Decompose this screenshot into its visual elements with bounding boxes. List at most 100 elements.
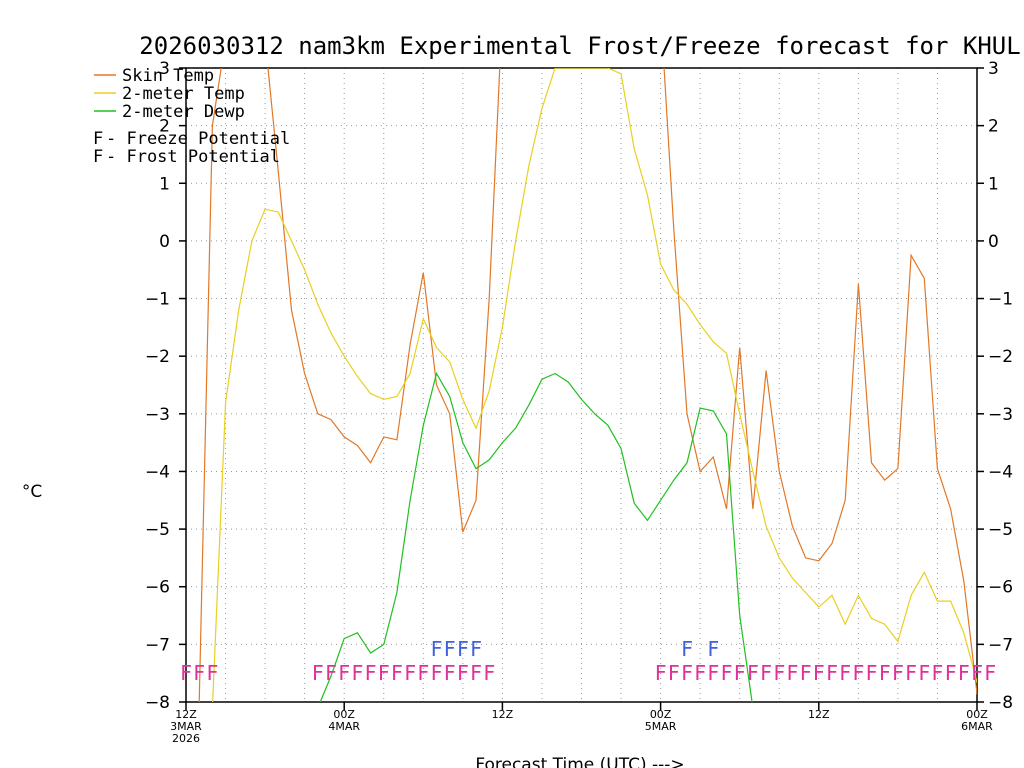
freeze-flag: F [180, 661, 192, 685]
freeze-flag: F [892, 661, 904, 685]
grid-lines [186, 68, 977, 702]
y-tick-label: −1 [145, 290, 170, 310]
freeze-flag: F [391, 661, 403, 685]
y-tick-label: −6 [145, 578, 170, 598]
x-tick-label: 12Z [808, 708, 830, 721]
chart-title: 2026030312 nam3km Experimental Frost/Fre… [139, 32, 1020, 60]
freeze-flag: F [734, 661, 746, 685]
freeze-flag: F [813, 661, 825, 685]
y-tick-label: −7 [145, 635, 170, 655]
y-tick-label-right: −1 [988, 290, 1013, 310]
legend-label: 2-meter Dewp [122, 102, 245, 122]
y-tick-label-right: −7 [988, 635, 1013, 655]
x-tick-label: 4MAR [328, 720, 360, 733]
freeze-flag: F [457, 661, 469, 685]
freeze-flag: F [786, 661, 798, 685]
y-tick-label: 3 [159, 59, 170, 79]
freeze-flag: F [958, 661, 970, 685]
x-tick-label: 00Z [333, 708, 355, 721]
freeze-flag: F [193, 661, 205, 685]
flag-legend-label: - Freeze Potential [106, 129, 290, 149]
y-tick-label-right: 1 [988, 174, 999, 194]
y-axis-ticks: 3 3 2 2 1 1 0 0 −1 −1 −2 −2 −3 −3 −4 −4 −5 −5 −6 −6 −7 −7 −8 −8 [145, 59, 1013, 713]
y-tick-label-right: 3 [988, 59, 999, 79]
y-tick-label: −5 [145, 520, 170, 540]
x-tick-label: 3MAR [170, 720, 202, 733]
freeze-flag: F [826, 661, 838, 685]
y-tick-label-right: 2 [988, 117, 999, 137]
frost-flag: F [444, 637, 456, 661]
x-tick-label: 12Z [175, 708, 197, 721]
freeze-flag: F [325, 661, 337, 685]
y-tick-label: −8 [145, 693, 170, 713]
freeze-flag: F [918, 661, 930, 685]
freeze-flag: F [852, 661, 864, 685]
freeze-flag: F [971, 661, 983, 685]
freeze-flag: F [378, 661, 390, 685]
freeze-flag: F [905, 661, 917, 685]
y-tick-label-right: 0 [988, 232, 999, 252]
x-tick-label: 12Z [492, 708, 514, 721]
freeze-flag: F [430, 661, 442, 685]
y-tick-label-right: −2 [988, 347, 1013, 367]
frost-flag: F [430, 637, 442, 661]
freeze-flag: F [417, 661, 429, 685]
y-tick-label-right: −8 [988, 693, 1013, 713]
freeze-flag: F [206, 661, 218, 685]
x-tick-label: 6MAR [961, 720, 993, 733]
frost-flag: F [681, 637, 693, 661]
freeze-flag: F [879, 661, 891, 685]
freeze-flag: F [404, 661, 416, 685]
freeze-flag: F [707, 661, 719, 685]
y-tick-label: 1 [159, 174, 170, 194]
flag-legend-symbol: F [93, 147, 103, 167]
freeze-flag: F [668, 661, 680, 685]
freeze-flag: F [351, 661, 363, 685]
series-line-2-meter-dewp [319, 371, 753, 702]
freeze-flag: F [365, 661, 377, 685]
series-line-2-meter-temp [212, 68, 977, 702]
freeze-flag: F [338, 661, 350, 685]
freeze-flag: F [694, 661, 706, 685]
freeze-flag: F [444, 661, 456, 685]
freeze-flag: F [470, 661, 482, 685]
y-tick-label: 0 [159, 232, 170, 252]
y-tick-label-right: −3 [988, 405, 1013, 425]
y-tick-label-right: −5 [988, 520, 1013, 540]
x-tick-label: 5MAR [645, 720, 677, 733]
legend-label: Skin Temp [122, 66, 214, 86]
frost-flag: F [470, 637, 482, 661]
legend-label: 2-meter Temp [122, 84, 245, 104]
series-lines [198, 68, 977, 702]
freeze-flag: F [655, 661, 667, 685]
freeze-flag: F [773, 661, 785, 685]
freeze-flag: F [760, 661, 772, 685]
freeze-flag: F [945, 661, 957, 685]
y-tick-label-right: −4 [988, 462, 1013, 482]
series-line-skin-temp [198, 68, 977, 702]
freeze-flag: F [312, 661, 324, 685]
y-axis-label: °C [22, 482, 42, 502]
flag-legend-symbol: F [93, 129, 103, 149]
x-axis-label: Forecast Time (UTC) ---> [475, 755, 684, 768]
freeze-flag: F [984, 661, 996, 685]
frost-flag: F [457, 637, 469, 661]
y-tick-label: 2 [159, 117, 170, 137]
x-tick-label: 00Z [966, 708, 988, 721]
x-tick-label: 2026 [172, 732, 200, 745]
freeze-flag: F [866, 661, 878, 685]
freeze-flag: F [747, 661, 759, 685]
frost-flag: F [707, 637, 719, 661]
y-tick-label-right: −6 [988, 578, 1013, 598]
y-tick-label: −3 [145, 405, 170, 425]
freeze-flag: F [839, 661, 851, 685]
freeze-flag: F [483, 661, 495, 685]
y-tick-label: −4 [145, 462, 170, 482]
freeze-flag: F [800, 661, 812, 685]
flag-legend-label: - Frost Potential [106, 147, 280, 167]
x-tick-label: 00Z [650, 708, 672, 721]
